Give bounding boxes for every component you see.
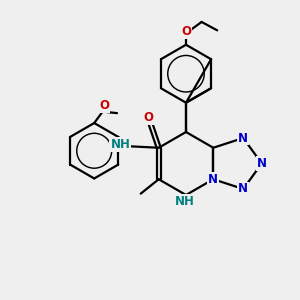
Text: O: O (144, 111, 154, 124)
Text: N: N (257, 157, 267, 170)
Text: O: O (181, 25, 191, 38)
Text: O: O (99, 99, 109, 112)
Text: NH: NH (175, 195, 194, 208)
Text: NH: NH (110, 138, 130, 151)
Text: N: N (238, 182, 248, 196)
Text: N: N (238, 131, 248, 145)
Text: N: N (208, 173, 218, 186)
